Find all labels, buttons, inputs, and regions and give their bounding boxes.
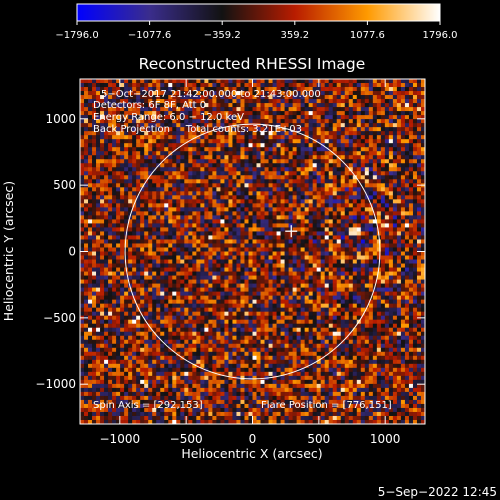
footer-date: 5−Sep−2022 12:45 (378, 485, 497, 499)
colorbar-tick-label: 359.2 (280, 30, 309, 41)
annotation-spin-axis: Spin Axis = [292,153] (93, 400, 203, 411)
annotation-flare-position: Flare Position = [776,151] (261, 400, 392, 411)
heatmap-image (80, 79, 425, 424)
spin-axis-marker (285, 225, 298, 238)
colorbar (76, 3, 441, 22)
y-tick-label: 0 (68, 245, 76, 259)
x-tick-label: 500 (307, 432, 330, 446)
annotation-detectors: Detectors: 6F 8F, Att 0 (93, 100, 206, 111)
colorbar-ticks: −1796.0 −1077.6 −359.2 359.2 1077.6 1796.0 (55, 21, 458, 41)
annotation-energy: Energy Range: 6.0 − 12.0 keV (93, 112, 244, 123)
x-axis-label: Heliocentric X (arcsec) (181, 446, 322, 461)
y-tick-label: −500 (43, 311, 76, 325)
colorbar-tick-label: 1077.6 (350, 30, 385, 41)
y-axis-label: Heliocentric Y (arcsec) (1, 181, 16, 321)
colorbar-tick-label: 1796.0 (423, 30, 458, 41)
colorbar-tick-label: −359.2 (204, 30, 241, 41)
y-tick-label: 1000 (45, 112, 76, 126)
y-axis-ticks: −1000 −500 0 500 1000 (35, 112, 425, 391)
x-axis-ticks: −1000 −500 0 500 1000 (100, 79, 401, 446)
colorbar-tick-label: −1077.6 (128, 30, 171, 41)
y-tick-label: 500 (53, 178, 76, 192)
y-tick-label: −1000 (35, 377, 76, 391)
colorbar-tick-label: −1796.0 (55, 30, 98, 41)
x-tick-label: 0 (249, 432, 257, 446)
solar-limb-circle (124, 123, 381, 380)
chart-title: Reconstructed RHESSI Image (139, 55, 366, 73)
x-tick-label: 1000 (370, 432, 401, 446)
annotation-time-range: 5−Oct−2017 21:42:00.000 to 21:43:00.000 (101, 89, 321, 100)
x-tick-label: −500 (170, 432, 203, 446)
x-tick-label: −1000 (100, 432, 141, 446)
annotation-method-counts: Back Projection Total counts: 3.21E+03 (93, 124, 302, 135)
